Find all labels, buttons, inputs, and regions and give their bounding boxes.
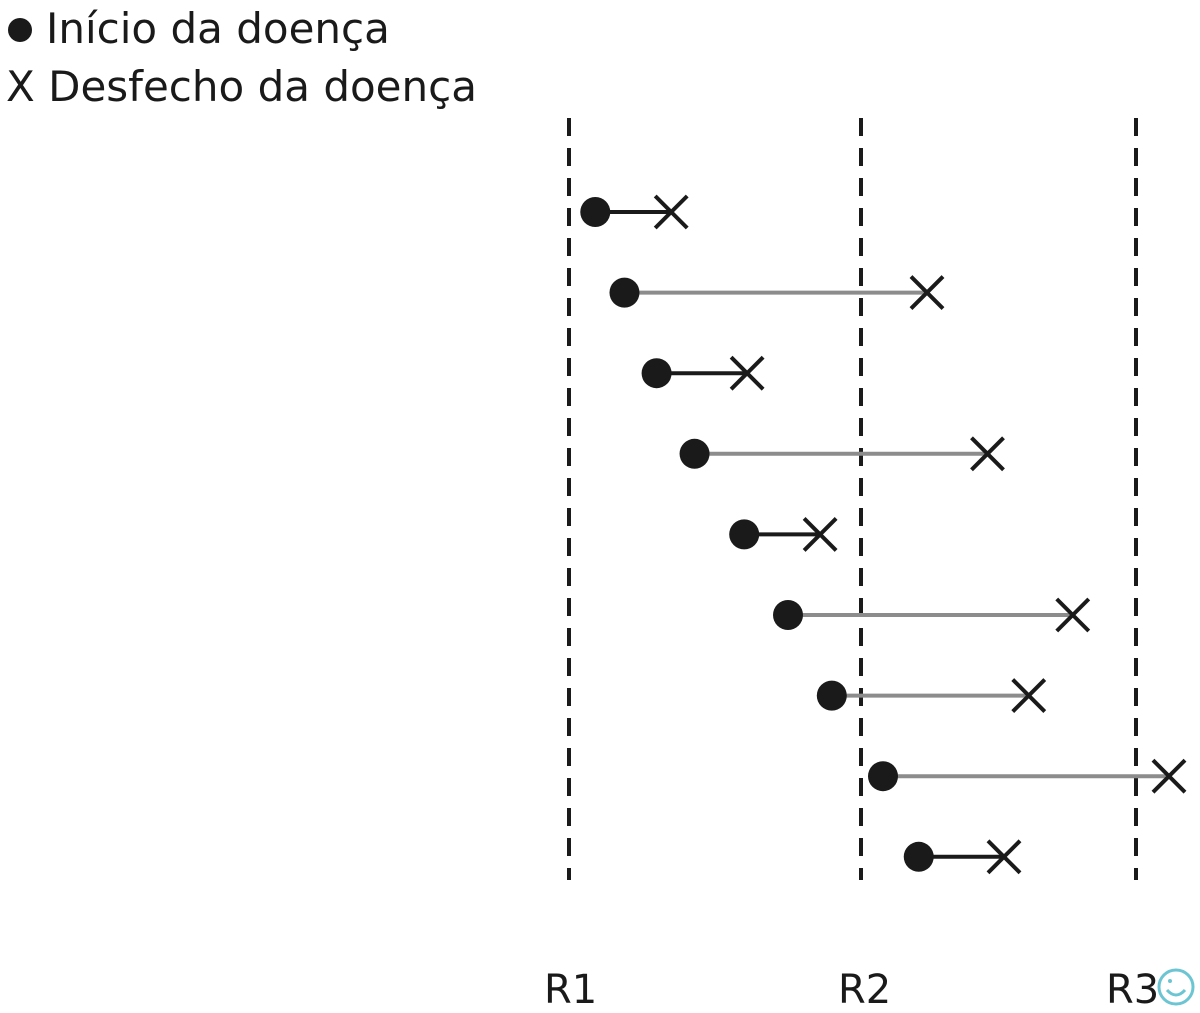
onset-dot-icon	[868, 761, 898, 792]
outcome-x-icon	[986, 839, 1022, 875]
reference-lines	[567, 118, 1138, 880]
outcome-x-icon	[970, 436, 1005, 472]
onset-dot-icon	[580, 197, 611, 227]
case-row-5	[729, 516, 838, 552]
case-timelines	[580, 194, 1187, 875]
case-row-6	[773, 597, 1091, 633]
outcome-x-icon	[1011, 678, 1047, 714]
reference-label-r1: R1	[544, 967, 597, 1013]
smiley-logo-icon	[1157, 968, 1195, 1006]
case-row-4	[679, 436, 1005, 472]
case-row-2	[609, 275, 945, 311]
case-row-7	[816, 678, 1047, 714]
onset-dot-icon	[816, 680, 847, 711]
outcome-x-icon	[729, 355, 765, 391]
onset-dot-icon	[729, 519, 760, 550]
outcome-x-icon	[909, 275, 945, 311]
case-row-3	[641, 355, 765, 391]
case-row-9	[903, 839, 1022, 875]
case-row-1	[580, 194, 689, 230]
outcome-x-icon	[1055, 597, 1091, 633]
outcome-x-icon	[802, 516, 838, 552]
reference-label-r2: R2	[838, 967, 891, 1013]
onset-dot-icon	[773, 600, 803, 630]
outcome-x-icon	[653, 194, 689, 230]
onset-dot-icon	[609, 277, 640, 308]
reference-labels: R1 R2 R3	[544, 967, 1159, 1013]
legend-outcome-label: X Desfecho da doença	[6, 62, 477, 111]
case-row-8	[868, 758, 1187, 794]
outcome-x-icon	[1151, 758, 1187, 794]
onset-dot-icon	[641, 358, 672, 389]
onset-dot-icon	[679, 438, 710, 469]
reference-label-r3: R3	[1106, 967, 1159, 1013]
legend: Início da doença X Desfecho da doença	[6, 4, 477, 111]
legend-onset-dot-icon	[8, 18, 32, 42]
onset-dot-icon	[903, 841, 934, 872]
legend-onset-label: Início da doença	[46, 4, 390, 53]
